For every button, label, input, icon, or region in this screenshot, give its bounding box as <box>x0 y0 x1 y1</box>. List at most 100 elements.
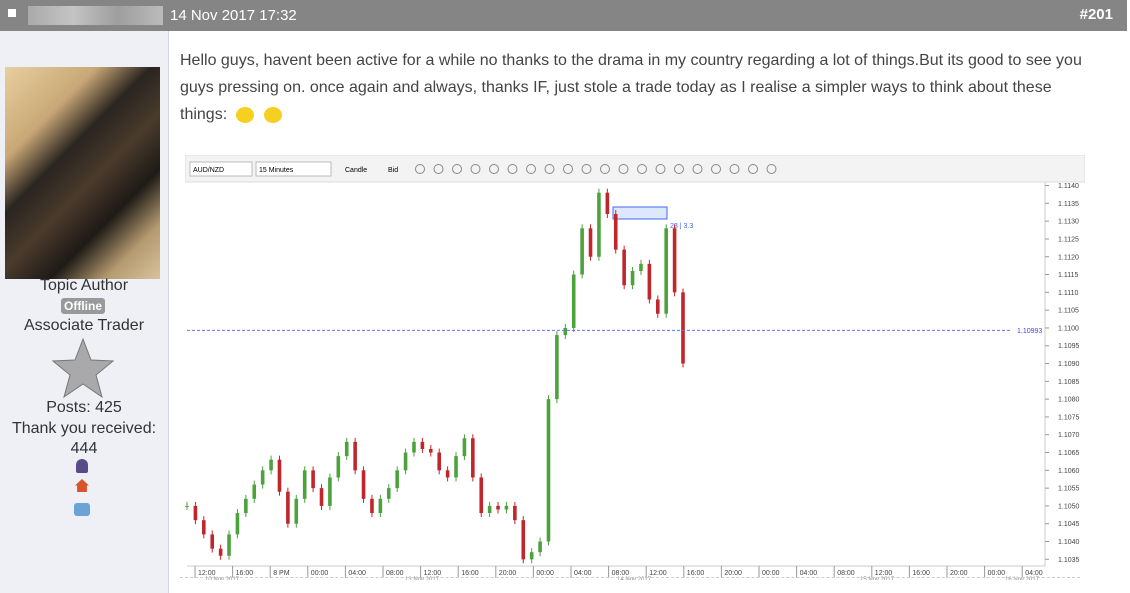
y-tick-label: 1.1120 <box>1058 254 1079 261</box>
y-tick-label: 1.1065 <box>1058 450 1080 457</box>
y-tick-label: 1.1060 <box>1058 468 1080 475</box>
x-tick-label: 12:00 <box>649 570 667 577</box>
tool-icon <box>655 164 666 174</box>
y-tick-label: 1.1140 <box>1058 183 1079 190</box>
candle-body <box>269 459 273 471</box>
y-tick-label: 1.1055 <box>1058 486 1080 493</box>
x-tick-label: 00:00 <box>311 570 329 577</box>
x-tick-label: 08:00 <box>612 570 630 577</box>
candle-body <box>193 505 198 521</box>
y-tick-label: 1.1095 <box>1058 343 1080 350</box>
y-tick-label: 1.1130 <box>1058 219 1079 226</box>
candle-body <box>504 505 509 510</box>
candle-body <box>412 441 416 453</box>
thanks-count: 444 <box>70 440 98 457</box>
timeframe-select[interactable] <box>255 161 332 177</box>
x-tick-label: 04:00 <box>800 570 818 577</box>
date-label: 13 Nov 2017 <box>405 577 440 580</box>
post-icon <box>8 9 16 17</box>
date-label: 15 Nov 2017 <box>860 577 895 580</box>
tool-icon <box>489 164 499 174</box>
candle-body <box>479 477 484 514</box>
y-tick-label: 1.1125 <box>1058 236 1079 243</box>
candle-body <box>622 249 626 286</box>
candle-body <box>311 470 315 489</box>
candle-body <box>647 263 652 300</box>
y-tick-label: 1.1105 <box>1058 308 1079 315</box>
post-header: 14 Nov 2017 17:32 #201 <box>0 0 1127 31</box>
tool-icon <box>674 164 684 174</box>
candle-body <box>218 548 223 556</box>
x-tick-label: 8 PM <box>273 570 290 577</box>
candle-body <box>252 484 257 499</box>
post-body: Hello guys, havent been active for a whi… <box>180 47 1090 128</box>
y-tick-label: 1.1035 <box>1058 557 1080 564</box>
tool-icon <box>692 164 703 174</box>
tool-icon <box>452 164 462 174</box>
candle-body <box>260 470 265 485</box>
candle-body <box>210 534 215 549</box>
candle-body <box>235 513 240 535</box>
candle-body <box>496 505 500 510</box>
candle-body <box>286 491 290 524</box>
symbol-select[interactable] <box>189 161 253 177</box>
candle-body <box>529 552 534 560</box>
candle-body <box>395 470 399 489</box>
y-tick-label: 1.1115 <box>1058 272 1078 279</box>
y-tick-label: 1.1110 <box>1058 290 1078 297</box>
x-tick-label: 12:00 <box>875 570 893 577</box>
rank-star <box>52 337 114 399</box>
candle-body <box>630 270 635 286</box>
date-label: 10 Nov 2017 <box>205 577 240 580</box>
candle-body <box>445 470 450 478</box>
message-icon[interactable] <box>74 503 90 516</box>
candle-body <box>672 228 677 293</box>
user-icon[interactable] <box>76 459 88 473</box>
author-rank: Associate Trader <box>23 317 145 334</box>
price-type[interactable]: Bid <box>388 167 398 174</box>
x-tick-label: 00:00 <box>762 570 780 577</box>
candle-body <box>487 505 492 514</box>
x-tick-label: 16:00 <box>687 570 705 577</box>
candle-body <box>378 498 383 514</box>
y-tick-label: 1.1135 <box>1058 201 1079 208</box>
candle-body <box>428 448 433 453</box>
x-tick-label: 12:00 <box>424 570 442 577</box>
tool-icon <box>637 164 647 174</box>
current-price-label: 1.10993 <box>1017 328 1042 335</box>
y-tick-label: 1.1070 <box>1058 432 1080 439</box>
tool-icon <box>563 164 573 174</box>
author-role: Topic Author <box>39 277 129 294</box>
tool-icon <box>581 164 592 174</box>
candle-body <box>555 335 559 400</box>
y-tick-label: 1.1045 <box>1058 521 1080 528</box>
divider <box>180 577 1080 578</box>
tool-icon <box>433 164 444 174</box>
candle-body <box>681 292 685 364</box>
candle-body <box>277 459 282 492</box>
y-tick-label: 1.1040 <box>1058 539 1080 546</box>
chart-type[interactable]: Candle <box>345 167 367 174</box>
date-label: 14 Nov 2017 <box>617 577 652 580</box>
home-icon[interactable] <box>75 479 89 492</box>
smiley <box>264 106 283 123</box>
candle-body <box>328 477 332 506</box>
author-panel: Topic Author Offline Associate Trader Po… <box>0 31 169 593</box>
candle-body <box>563 327 568 336</box>
candle-body <box>513 505 517 521</box>
selection-box <box>612 206 668 220</box>
candle-body <box>588 228 593 257</box>
candle-body <box>580 228 584 275</box>
x-tick-label: 00:00 <box>988 570 1006 577</box>
candle-body <box>605 192 610 215</box>
tool-icon <box>729 164 740 174</box>
candle-body <box>420 441 425 449</box>
candle-body <box>639 263 643 271</box>
candle-body <box>319 488 324 506</box>
x-tick-label: 04:00 <box>574 570 592 577</box>
candle-body <box>361 470 366 499</box>
avatar[interactable] <box>5 67 160 279</box>
post-number[interactable]: #201 <box>1079 6 1113 23</box>
tool-icon <box>748 164 758 174</box>
